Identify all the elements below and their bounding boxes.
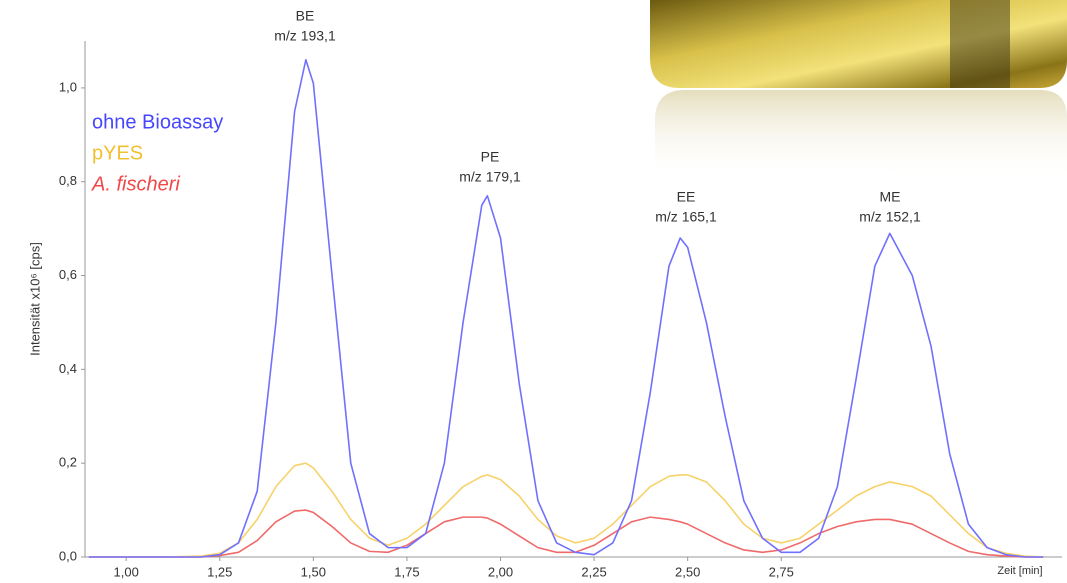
- annotation-name: BE: [296, 8, 315, 24]
- annotation-mass: m/z 193,1: [274, 28, 336, 44]
- y-axis-label: Intensität x10⁶ [cps]: [27, 242, 42, 356]
- annotation-mass: m/z 165,1: [655, 209, 717, 225]
- x-axis-label: Zeit [min]: [997, 565, 1042, 577]
- legend-entry: ohne Bioassay: [92, 111, 223, 133]
- legend-entry: A. fischeri: [91, 173, 180, 195]
- legend-entry: pYES: [92, 142, 143, 164]
- x-tick-label: 2,00: [488, 564, 513, 579]
- annotation-name: EE: [677, 189, 696, 205]
- y-tick-label: 0,4: [59, 361, 77, 376]
- y-tick-label: 0,0: [59, 548, 77, 563]
- series-line: [88, 58, 1044, 558]
- x-tick-label: 1,00: [114, 564, 139, 579]
- y-tick-label: 0,2: [59, 455, 77, 470]
- x-tick-label: 1,50: [301, 564, 326, 579]
- annotation-mass: m/z 179,1: [459, 169, 521, 185]
- x-tick-label: 2,50: [675, 564, 700, 579]
- x-tick-label: 2,75: [769, 564, 794, 579]
- annotation-mass: m/z 152,1: [859, 209, 921, 225]
- y-tick-label: 0,8: [59, 173, 77, 188]
- x-tick-label: 2,25: [581, 564, 606, 579]
- annotation-name: PE: [481, 149, 500, 165]
- series-line: [88, 462, 1044, 558]
- x-tick-label: 1,75: [394, 564, 419, 579]
- series-line: [88, 509, 1044, 558]
- x-tick-label: 1,25: [207, 564, 232, 579]
- y-tick-label: 0,6: [59, 267, 77, 282]
- photo-reflection: [655, 90, 1067, 180]
- y-tick-label: 1,0: [59, 79, 77, 94]
- annotation-name: ME: [880, 189, 901, 205]
- photo-detail: [950, 0, 1010, 88]
